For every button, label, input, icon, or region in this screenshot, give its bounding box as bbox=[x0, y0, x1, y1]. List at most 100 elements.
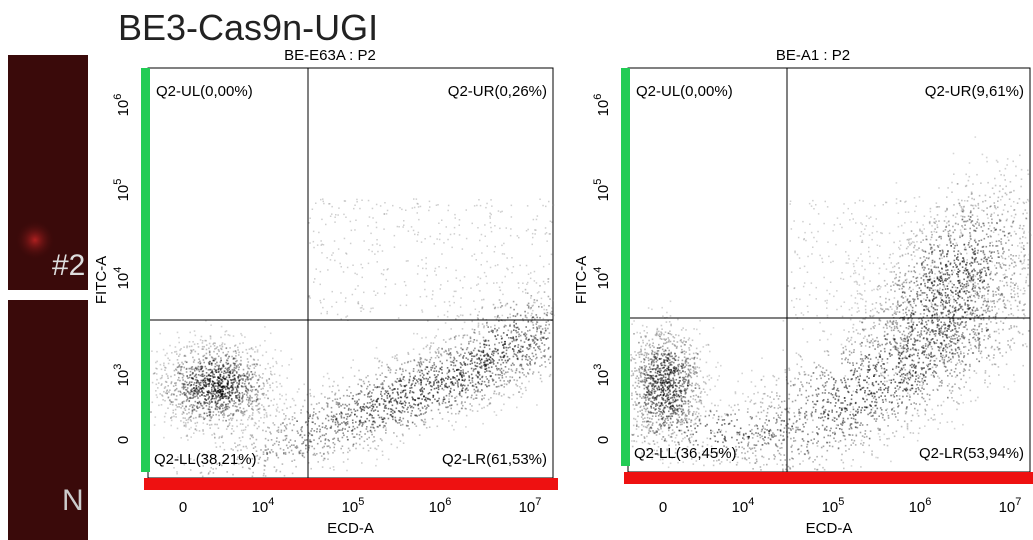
event-dot bbox=[187, 418, 190, 421]
event-dot bbox=[203, 380, 206, 382]
event-dot bbox=[501, 384, 503, 387]
event-dot bbox=[684, 415, 687, 417]
event-dot bbox=[208, 424, 211, 426]
event-dot bbox=[695, 371, 697, 373]
event-dot bbox=[372, 405, 374, 408]
event-dot bbox=[349, 414, 352, 416]
event-dot bbox=[656, 387, 658, 389]
event-dot bbox=[178, 406, 180, 408]
event-dot bbox=[192, 392, 195, 394]
event-dot bbox=[662, 391, 665, 393]
event-dot bbox=[709, 409, 712, 412]
event-dot bbox=[482, 336, 485, 339]
event-dot bbox=[450, 404, 452, 407]
event-dot bbox=[654, 397, 656, 399]
event-dot bbox=[667, 358, 670, 361]
event-dot bbox=[438, 266, 440, 268]
event-dot bbox=[631, 398, 633, 400]
event-dot bbox=[458, 219, 461, 221]
event-dot bbox=[463, 334, 466, 336]
x-axis-label: ECD-A bbox=[327, 520, 374, 537]
event-dot bbox=[208, 342, 211, 345]
event-dot bbox=[213, 382, 216, 384]
event-dot bbox=[402, 434, 404, 437]
event-dot bbox=[234, 350, 237, 352]
event-dot bbox=[237, 368, 240, 371]
event-dot bbox=[353, 427, 356, 430]
event-dot bbox=[480, 264, 482, 266]
event-dot bbox=[247, 400, 250, 402]
event-dot bbox=[234, 392, 236, 394]
event-dot bbox=[411, 421, 414, 424]
event-dot bbox=[434, 270, 436, 272]
event-dot bbox=[366, 385, 369, 388]
event-dot bbox=[501, 359, 503, 361]
event-dot bbox=[666, 367, 668, 370]
event-dot bbox=[524, 310, 526, 313]
event-dot bbox=[179, 390, 181, 393]
event-dot bbox=[254, 421, 256, 424]
event-dot bbox=[542, 337, 544, 339]
event-dot bbox=[440, 379, 443, 381]
event-dot bbox=[684, 393, 687, 395]
event-dot bbox=[680, 429, 683, 432]
event-dot bbox=[251, 390, 253, 393]
event-dot bbox=[246, 365, 249, 368]
event-dot bbox=[202, 370, 205, 372]
event-dot bbox=[201, 375, 203, 377]
event-dot bbox=[219, 407, 221, 410]
event-dot bbox=[264, 446, 267, 448]
event-dot bbox=[452, 368, 455, 371]
event-dot bbox=[662, 345, 664, 348]
event-dot bbox=[300, 427, 303, 429]
event-dot bbox=[209, 360, 211, 363]
event-dot bbox=[232, 430, 235, 432]
event-dot bbox=[670, 433, 673, 435]
event-dot bbox=[323, 445, 325, 448]
event-dot bbox=[232, 388, 235, 390]
event-dot bbox=[355, 447, 357, 450]
event-dot bbox=[337, 424, 340, 426]
event-dot bbox=[186, 390, 189, 393]
event-dot bbox=[635, 354, 637, 356]
event-dot bbox=[177, 366, 179, 368]
event-dot bbox=[527, 302, 530, 305]
event-dot bbox=[669, 333, 671, 335]
event-dot bbox=[212, 414, 214, 416]
event-dot bbox=[677, 356, 680, 359]
event-dot bbox=[480, 358, 483, 361]
event-dot bbox=[246, 364, 249, 366]
event-dot bbox=[512, 315, 515, 317]
event-dot bbox=[218, 377, 220, 379]
event-dot bbox=[251, 373, 254, 376]
event-dot bbox=[357, 302, 359, 304]
event-dot bbox=[225, 419, 227, 422]
event-dot bbox=[430, 366, 432, 369]
event-dot bbox=[675, 368, 677, 370]
event-dot bbox=[482, 351, 484, 353]
event-dot bbox=[303, 399, 306, 402]
event-dot bbox=[220, 325, 223, 328]
event-dot bbox=[174, 351, 176, 353]
event-dot bbox=[452, 364, 455, 367]
event-dot bbox=[498, 299, 501, 301]
event-dot bbox=[241, 392, 244, 394]
event-dot bbox=[240, 410, 242, 412]
event-dot bbox=[195, 387, 198, 389]
event-dot bbox=[182, 386, 185, 388]
event-dot bbox=[651, 344, 654, 347]
event-dot bbox=[537, 346, 539, 348]
event-dot bbox=[191, 390, 194, 393]
event-dot bbox=[364, 421, 367, 423]
event-dot bbox=[205, 319, 207, 322]
event-dot bbox=[258, 386, 260, 388]
event-dot bbox=[486, 282, 488, 285]
event-dot bbox=[441, 418, 444, 420]
event-dot bbox=[423, 423, 425, 426]
event-dot bbox=[401, 208, 403, 211]
event-dot bbox=[667, 387, 670, 390]
event-dot bbox=[383, 380, 385, 382]
event-dot bbox=[494, 306, 497, 309]
event-dot bbox=[480, 233, 483, 236]
event-dot bbox=[500, 367, 503, 370]
